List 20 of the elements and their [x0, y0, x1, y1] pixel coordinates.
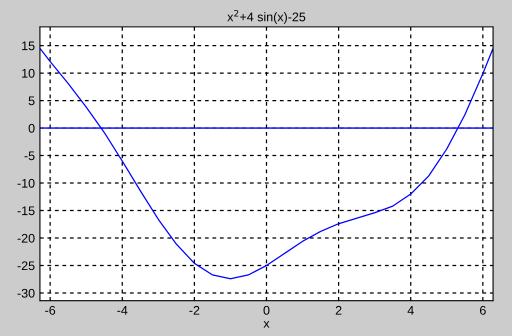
y-tick-label: -30: [18, 288, 35, 298]
x-axis-title: x: [264, 321, 270, 328]
x-tick-label: -2: [189, 306, 200, 315]
y-tick-label: 15: [22, 42, 35, 50]
chart-title: x$^{2}$+4 sin(x)-25: [227, 10, 306, 24]
x-tick-label: 0: [264, 306, 270, 315]
x-tick-label: 2: [336, 306, 342, 315]
x-tick-label: 4: [408, 306, 414, 315]
line-series: [40, 48, 494, 280]
y-tick-label: 10: [22, 68, 35, 78]
y-tick-label: -15: [18, 206, 35, 216]
y-tick-label: -10: [18, 178, 35, 188]
y-tick-label: 5: [28, 96, 35, 106]
x-tick-label: -6: [45, 306, 56, 315]
y-tick-label: -20: [18, 234, 35, 243]
y-tick-label: -25: [18, 261, 35, 270]
x-tick-label: 6: [480, 306, 486, 315]
y-tick-label: 0: [28, 124, 35, 133]
x-tick-label: -4: [117, 306, 128, 315]
y-tick-label: -5: [24, 151, 35, 160]
